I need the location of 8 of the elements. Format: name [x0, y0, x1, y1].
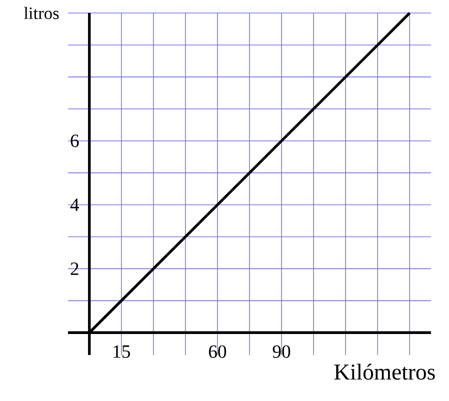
y-tick-label: 4 — [70, 198, 80, 211]
x-tick-label: 15 — [114, 345, 130, 358]
y-axis-title: litros — [24, 6, 59, 20]
x-tick-label: 60 — [208, 345, 226, 358]
x-axis-title: Kilómetros — [334, 364, 435, 380]
y-tick-label: 6 — [70, 134, 79, 148]
x-tick-label: 90 — [272, 345, 290, 358]
y-tick-label: 2 — [70, 262, 78, 275]
